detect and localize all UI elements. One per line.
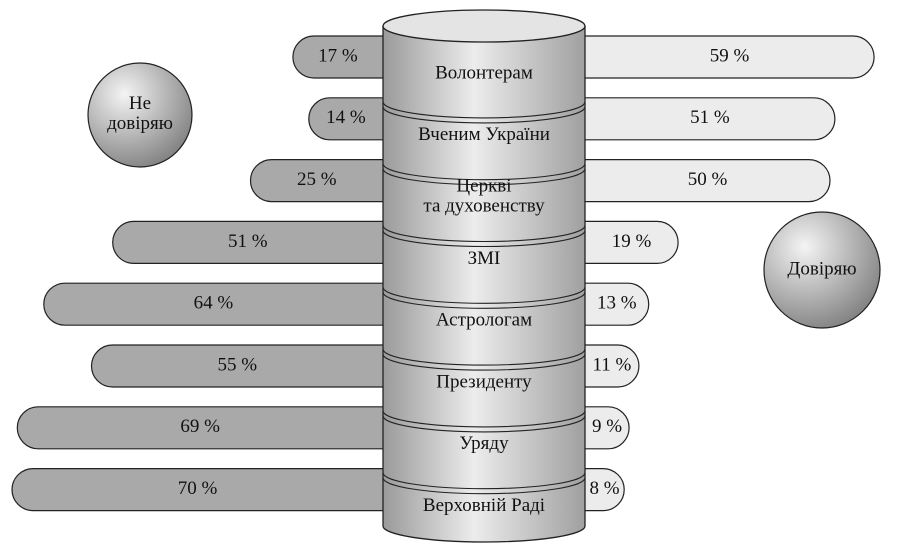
value-label: 13 % — [597, 293, 637, 314]
value-label: 51 % — [228, 231, 268, 252]
value-label: 9 % — [592, 416, 622, 437]
segment-edge — [382, 287, 586, 304]
category-label: Уряду — [459, 433, 509, 454]
value-label: 8 % — [590, 478, 620, 499]
legend: Не довіряю Довіряю — [87, 62, 881, 329]
cylinder-top — [382, 9, 586, 43]
value-label: 59 % — [710, 45, 750, 66]
segment-edge — [382, 292, 586, 309]
bars: 17 % 59 % 14 % 51 % 25 % 50 % 51 % 19 % 64 % 13 %… — [11, 35, 875, 512]
legend-label: Довіряю — [787, 258, 856, 279]
category-label: Волонтерам — [435, 62, 533, 83]
legend-label: Не довіряю — [107, 93, 173, 134]
segment-edge — [382, 349, 586, 366]
segment-edge — [382, 230, 586, 248]
segment-edge — [382, 472, 586, 490]
segment-edge — [382, 415, 586, 433]
value-label: 17 % — [318, 45, 358, 66]
value-label: 14 % — [326, 107, 366, 128]
value-label: 55 % — [217, 354, 257, 375]
value-label: 11 % — [593, 354, 632, 375]
legend-marker — [763, 211, 881, 329]
category-label: Астрологам — [436, 310, 532, 331]
segment-edge — [382, 163, 586, 181]
segment-edge — [382, 101, 586, 119]
segment-edge — [382, 477, 586, 495]
value-label: 70 % — [178, 478, 218, 499]
segment-edge — [382, 168, 586, 186]
category-label: Церкві та духовенству — [423, 176, 545, 217]
segment-edge — [382, 354, 586, 371]
value-label: 64 % — [194, 293, 234, 314]
category-label: Верховній Раді — [423, 495, 545, 516]
category-label: Президенту — [436, 371, 532, 392]
segment-edge — [382, 106, 586, 124]
segment-edge — [382, 410, 586, 428]
legend-marker — [87, 62, 193, 168]
value-label: 25 % — [297, 169, 337, 190]
value-label: 69 % — [180, 416, 220, 437]
cylinder: Волонтерам Вченим України Церкві та духовен… — [382, 9, 586, 543]
cylinder-body — [382, 25, 586, 543]
value-label: 51 % — [690, 107, 730, 128]
category-label: ЗМІ — [468, 248, 501, 269]
value-label: 50 % — [688, 169, 728, 190]
segment-edge — [382, 225, 586, 243]
category-label: Вченим України — [418, 124, 550, 145]
value-label: 19 % — [612, 231, 652, 252]
